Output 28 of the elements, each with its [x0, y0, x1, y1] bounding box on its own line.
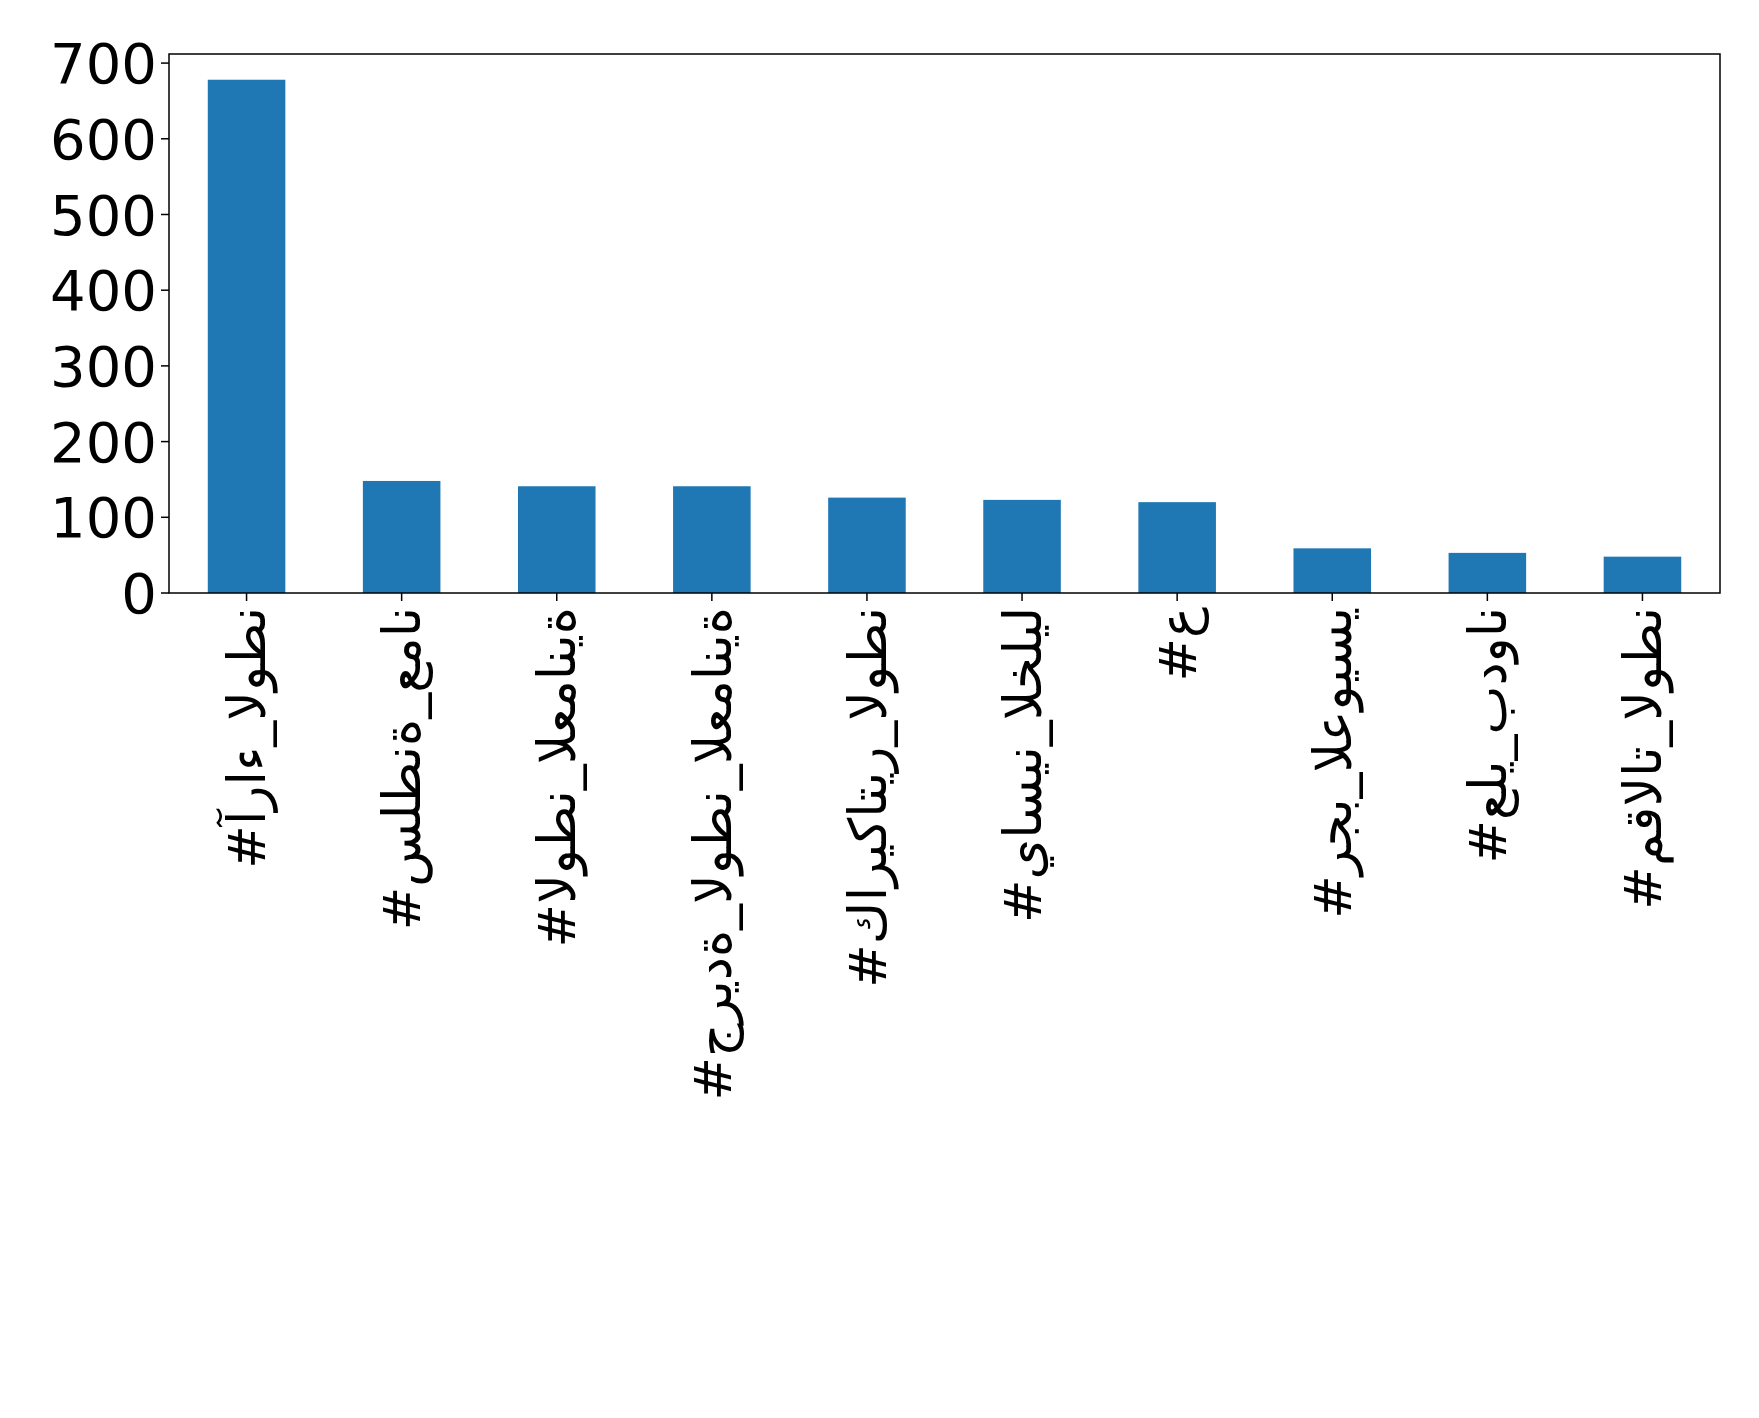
bar — [983, 499, 1061, 593]
bar — [1603, 556, 1682, 593]
x-tick-label: #مقالات_الوطن — [1613, 607, 1675, 910]
bar — [207, 79, 286, 593]
bar — [1138, 502, 1216, 593]
x-tick-label: #الوطن_العمانية — [527, 607, 589, 948]
x-tick-label: #جريدة_الوطن_العمانية — [682, 607, 744, 1101]
x-tick-label: #علي_بدوان — [1458, 607, 1520, 864]
y-tick-label: 100 — [50, 485, 157, 551]
x-tick-label: #آراء_الوطن — [215, 607, 279, 869]
bar — [1293, 548, 1372, 593]
bar — [1448, 552, 1527, 593]
bar — [362, 480, 441, 593]
y-tick-label: 300 — [50, 334, 157, 400]
y-tick-label: 200 — [50, 409, 157, 475]
y-tick-label: 700 — [50, 31, 157, 97]
y-tick-label: 500 — [50, 182, 157, 248]
y-tick-label: 400 — [50, 258, 157, 324]
x-tick-label: #ياسين_الخليل — [992, 607, 1054, 924]
x-tick-label: #ع — [1147, 607, 1209, 682]
y-tick-label: 600 — [50, 106, 157, 172]
bar — [517, 486, 596, 593]
x-tick-label: #رجب_العويسي — [1302, 607, 1364, 919]
x-tick-label: #كاريكاتير_الوطن — [837, 607, 899, 988]
y-tick-label: 0 — [121, 561, 157, 627]
bar — [828, 497, 906, 593]
bar — [673, 486, 751, 593]
x-tick-label: #سلطنة_عمان — [372, 607, 434, 931]
